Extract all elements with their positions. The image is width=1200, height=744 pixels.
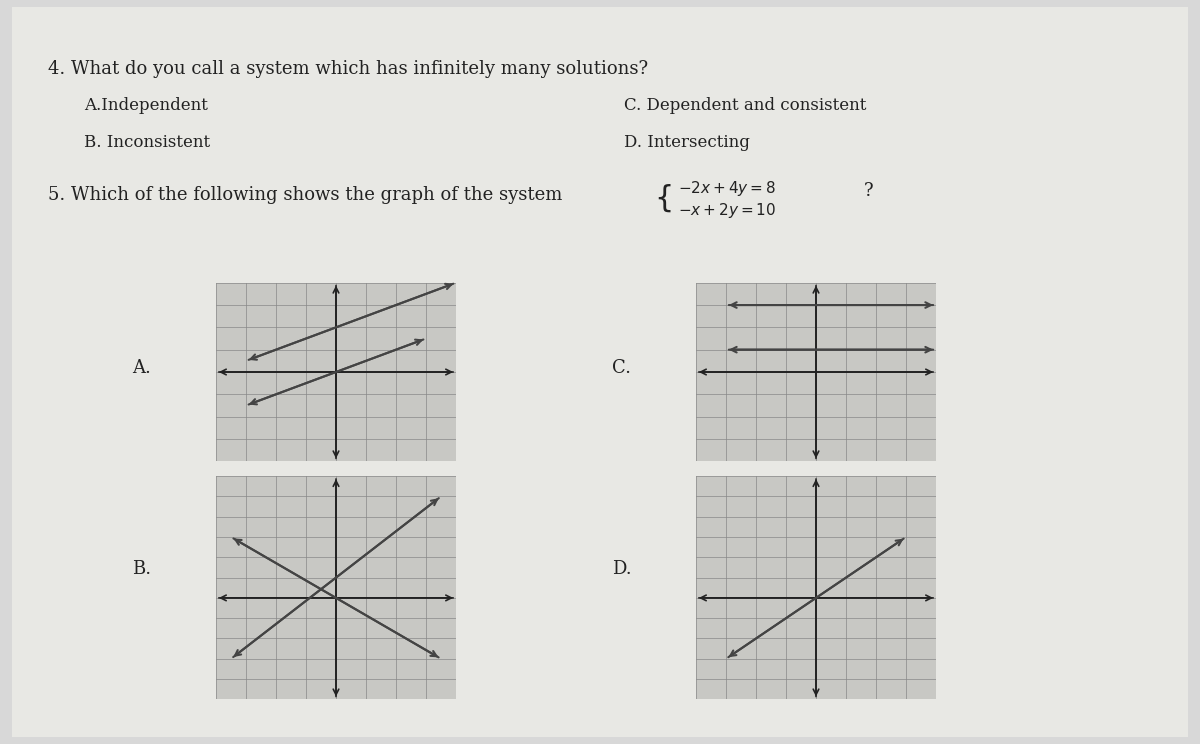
Text: 5. Which of the following shows the graph of the system: 5. Which of the following shows the grap… (48, 186, 563, 204)
Text: 4. What do you call a system which has infinitely many solutions?: 4. What do you call a system which has i… (48, 60, 648, 77)
Text: B.: B. (132, 560, 151, 578)
Text: $\{$: $\{$ (654, 182, 672, 214)
FancyBboxPatch shape (12, 7, 1188, 737)
Text: B. Inconsistent: B. Inconsistent (84, 134, 210, 151)
Text: C.: C. (612, 359, 631, 377)
Text: C. Dependent and consistent: C. Dependent and consistent (624, 97, 866, 114)
Text: A.: A. (132, 359, 151, 377)
Text: ?: ? (864, 182, 874, 200)
Text: $-2x + 4y = 8$: $-2x + 4y = 8$ (678, 179, 776, 198)
Text: D.: D. (612, 560, 631, 578)
Text: D. Intersecting: D. Intersecting (624, 134, 750, 151)
Text: $-x + 2y = 10$: $-x + 2y = 10$ (678, 201, 776, 220)
Text: A.Independent: A.Independent (84, 97, 208, 114)
